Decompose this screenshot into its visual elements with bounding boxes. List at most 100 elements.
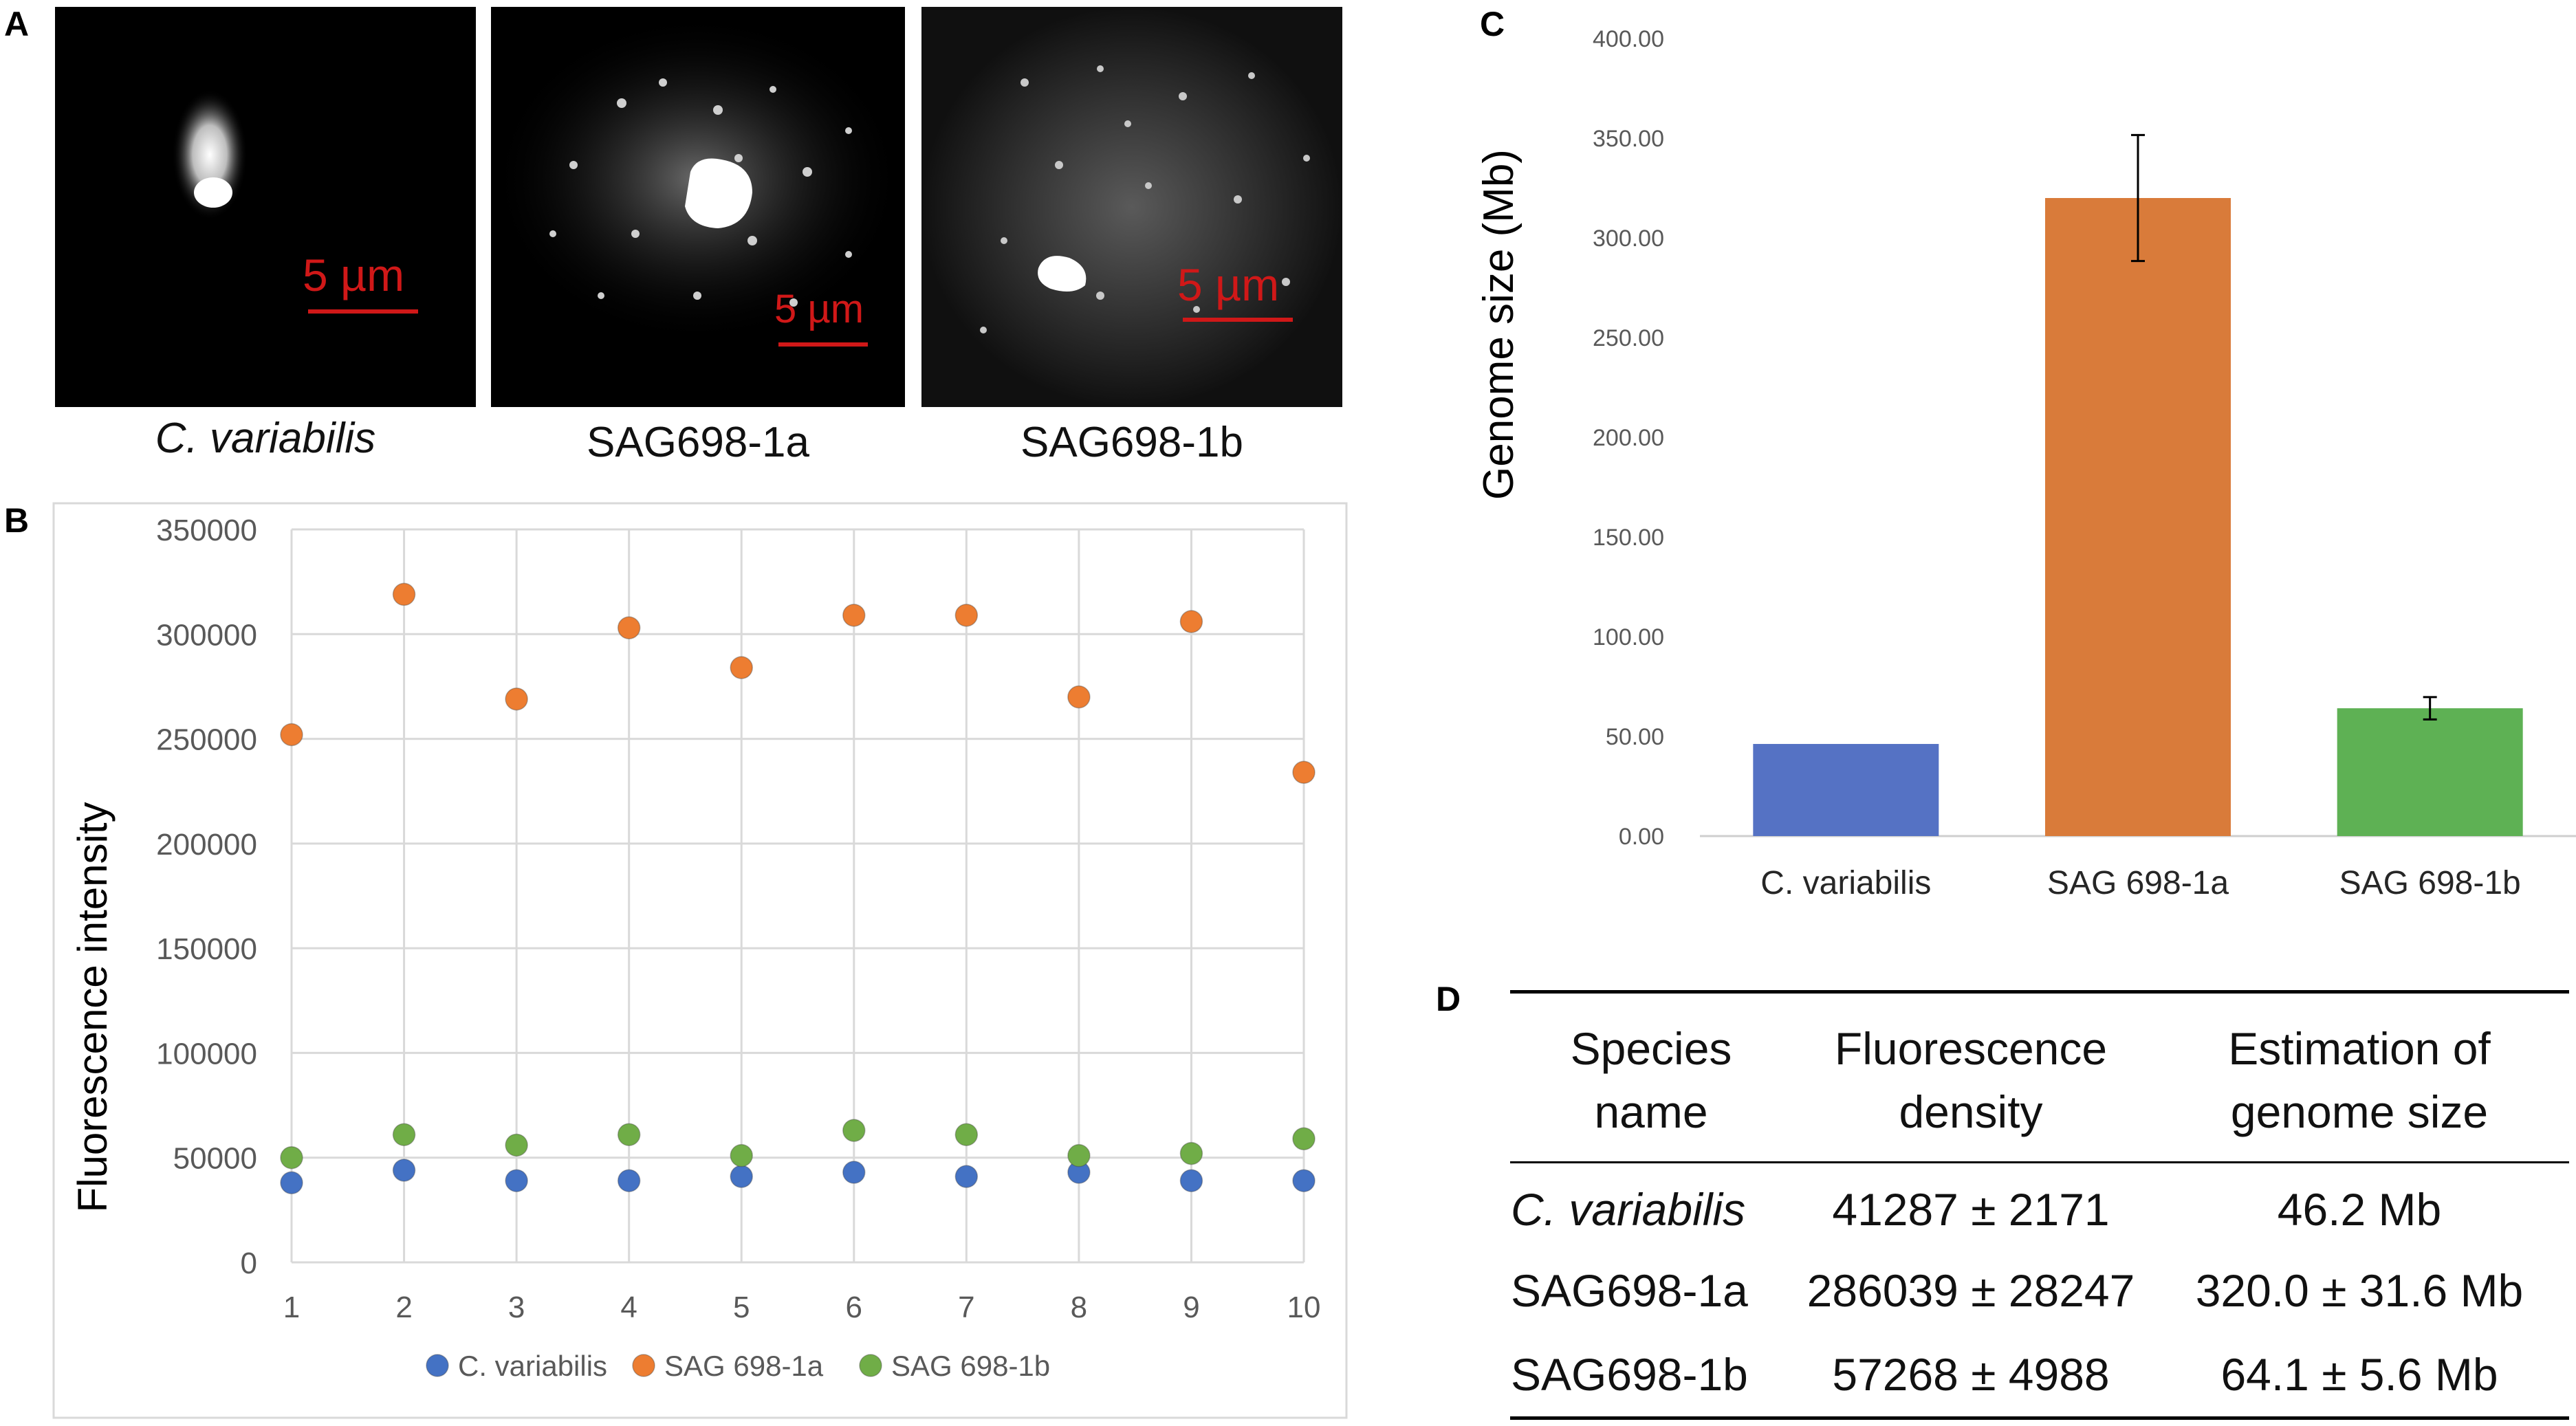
scale-bar-2 (778, 342, 868, 347)
scatter-point (505, 1134, 527, 1156)
x-tick-label: 2 (395, 1291, 412, 1324)
scatter-gridlines (292, 529, 1304, 1262)
table-row: SAG698-1a 286039 ± 28247 320.0 ± 31.6 Mb (1510, 1248, 2569, 1333)
scatter-point (618, 617, 640, 639)
scatter-y-axis-label: Fluorescence intensity (69, 802, 116, 1213)
bar (1753, 744, 1939, 836)
scatter-point (1068, 1145, 1090, 1167)
micrograph-sag698-1b: 5 µm (921, 7, 1342, 407)
header-genome-line1: Estimation of (2150, 1017, 2569, 1080)
scatter-point (1068, 686, 1090, 708)
x-tick-label: 1 (283, 1291, 300, 1324)
scatter-point (1180, 1170, 1202, 1192)
x-tick-label: 8 (1071, 1291, 1087, 1324)
y-tick-label: 250.00 (1593, 325, 1664, 351)
y-tick-label: 100.00 (1593, 624, 1664, 650)
scale-bar-1 (308, 309, 418, 314)
legend-label: SAG 698-1b (891, 1350, 1050, 1382)
x-tick-label: 9 (1183, 1291, 1199, 1324)
cell-density: 286039 ± 28247 (1792, 1248, 2150, 1333)
cell-species: C. variabilis (1510, 1163, 1792, 1248)
scatter-point (955, 1165, 977, 1187)
scale-bar-3 (1183, 318, 1293, 322)
x-tick-label: C. variabilis (1760, 865, 1931, 901)
legend-marker (860, 1354, 882, 1376)
legend-label: SAG 698-1a (664, 1350, 824, 1382)
scatter-x-tick-labels: 1 2 3 4 5 6 7 8 9 10 (283, 1291, 1321, 1324)
y-tick-label: 350.00 (1593, 126, 1664, 152)
scatter-point (955, 604, 977, 626)
y-tick-label: 150.00 (1593, 525, 1664, 551)
bar-series (1753, 198, 2522, 836)
header-fluorescence-line1: Fluorescence (1792, 1017, 2150, 1080)
y-tick-label: 250000 (156, 723, 257, 757)
scatter-point (1180, 1143, 1202, 1165)
legend-label: C. variabilis (458, 1350, 607, 1382)
scale-label-2: 5 µm (774, 286, 864, 332)
header-species: Species name (1510, 994, 1792, 1163)
x-tick-label: 10 (1287, 1291, 1321, 1324)
bar-y-tick-labels: 0.00 50.00 100.00 150.00 200.00 250.00 300.00 3… (1593, 26, 1664, 850)
bar-chart: 0.00 50.00 100.00 150.00 200.00 250.00 300.00 3… (1444, 0, 2576, 956)
y-tick-label: 0 (241, 1247, 257, 1280)
scatter-point (843, 1161, 865, 1183)
micrograph-caption-3: SAG698-1b (921, 418, 1342, 467)
cell-species: SAG698-1b (1510, 1333, 1792, 1418)
y-tick-label: 100000 (156, 1037, 257, 1071)
bar-x-tick-labels: C. variabilis SAG 698-1a SAG 698-1b (1760, 865, 2520, 901)
scatter-point (281, 723, 303, 745)
scatter-point (281, 1147, 303, 1169)
scatter-point (730, 1145, 752, 1167)
x-tick-label: SAG 698-1a (2047, 865, 2229, 901)
scatter-point (281, 1172, 303, 1194)
micrograph-sag698-1a: 5 µm (491, 7, 905, 407)
x-tick-label: 6 (846, 1291, 862, 1324)
x-tick-label: 3 (508, 1291, 525, 1324)
header-species-line2: name (1510, 1080, 1792, 1143)
x-tick-label: 5 (733, 1291, 750, 1324)
scatter-point (505, 688, 527, 710)
scatter-legend: C. variabilis SAG 698-1a SAG 698-1b (426, 1350, 1050, 1382)
scatter-point (393, 1123, 415, 1145)
scatter-point (955, 1123, 977, 1145)
y-tick-label: 200.00 (1593, 425, 1664, 451)
cell-genome: 46.2 Mb (2150, 1163, 2569, 1248)
bar-y-axis-label: Genome size (Mb) (1475, 149, 1522, 500)
genome-table-container: Species name Fluorescence density Estima… (1510, 990, 2569, 1420)
micrograph-c-variabilis: 5 µm (55, 7, 476, 407)
x-tick-label: 4 (620, 1291, 637, 1324)
scatter-point (730, 657, 752, 679)
y-tick-label: 50.00 (1606, 724, 1664, 750)
legend-marker (426, 1354, 448, 1376)
micrograph-sag698-1a-image (491, 7, 905, 407)
table-row: SAG698-1b 57268 ± 4988 64.1 ± 5.6 Mb (1510, 1333, 2569, 1418)
cell-species: SAG698-1a (1510, 1248, 1792, 1333)
scatter-y-tick-labels: 0 50000 100000 150000 200000 250000 300000 3500… (156, 514, 257, 1280)
micrograph-caption-2: SAG698-1a (491, 418, 905, 467)
scatter-point (1180, 611, 1202, 633)
y-tick-label: 300000 (156, 618, 257, 652)
x-tick-label: SAG 698-1b (2339, 865, 2521, 901)
cell-genome: 320.0 ± 31.6 Mb (2150, 1248, 2569, 1333)
y-tick-label: 200000 (156, 828, 257, 862)
header-fluorescence-line2: density (1792, 1080, 2150, 1143)
scatter-point (1293, 1128, 1315, 1150)
genome-table: Species name Fluorescence density Estima… (1510, 994, 2569, 1420)
y-tick-label: 350000 (156, 514, 257, 547)
x-tick-label: 7 (958, 1291, 974, 1324)
y-tick-label: 50000 (173, 1142, 257, 1176)
scatter-point (730, 1165, 752, 1187)
scatter-point (1293, 1170, 1315, 1192)
bar (2337, 708, 2523, 836)
y-tick-label: 150000 (156, 932, 257, 966)
panel-label-d: D (1436, 979, 1461, 1019)
cell-density: 41287 ± 2171 (1792, 1163, 2150, 1248)
table-row: C. variabilis 41287 ± 2171 46.2 Mb (1510, 1163, 2569, 1248)
y-tick-label: 400.00 (1593, 26, 1664, 52)
scatter-point (1293, 761, 1315, 783)
scatter-point (505, 1170, 527, 1192)
micrograph-c-variabilis-image (55, 7, 476, 407)
panel-label-a: A (4, 4, 29, 44)
scatter-points (281, 583, 1315, 1194)
micrograph-sag698-1b-image (921, 7, 1342, 407)
